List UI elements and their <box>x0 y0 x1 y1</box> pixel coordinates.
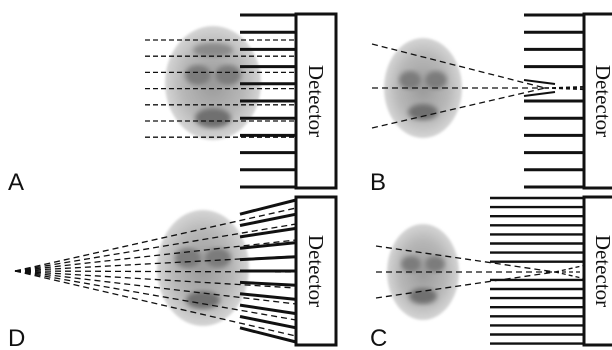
ray-line <box>14 270 297 305</box>
septum <box>523 91 556 97</box>
ray-lines-a <box>145 39 296 138</box>
ray-line <box>544 87 585 91</box>
ray-line <box>554 271 585 280</box>
ray-lines-b <box>371 43 585 129</box>
ray-line <box>544 85 585 89</box>
ray-line <box>14 270 297 273</box>
panel-d: Detector D <box>8 195 338 350</box>
septum <box>239 241 297 250</box>
detector-label-c: Detector <box>591 235 612 307</box>
collimator-septa-d <box>239 198 297 344</box>
septum <box>523 79 556 85</box>
septum <box>239 292 297 301</box>
panel-c: Detector C <box>370 195 612 350</box>
detector-c <box>582 195 612 347</box>
septum <box>239 198 297 216</box>
detector-d <box>294 195 338 347</box>
septum <box>239 212 297 227</box>
ray-line <box>14 270 297 289</box>
ray-lines-c <box>375 245 585 299</box>
septum <box>239 255 297 262</box>
collimator-septa-a <box>240 13 296 189</box>
panel-label-c: C <box>370 325 387 350</box>
detector-b <box>582 12 612 190</box>
ray-line <box>375 245 556 273</box>
ray-line <box>14 270 297 337</box>
ray-line <box>14 270 297 321</box>
detector-label-d: Detector <box>304 235 328 307</box>
ray-line <box>14 255 297 272</box>
collimator-septa-b <box>523 13 584 189</box>
septum <box>239 280 297 287</box>
detector-label-a: Detector <box>304 65 328 137</box>
ray-line <box>14 239 297 272</box>
panel-label-b: B <box>370 169 386 196</box>
detector-label-b: Detector <box>591 65 612 137</box>
septum <box>239 226 297 239</box>
ray-line <box>14 207 297 272</box>
brain-image-d <box>157 210 249 326</box>
ray-line <box>554 264 585 273</box>
brain-image-c <box>387 224 459 320</box>
ray-lines-d <box>14 207 297 337</box>
ray-line <box>375 271 556 299</box>
panel-label-d: D <box>8 325 25 350</box>
panel-a: Detector A <box>8 12 338 196</box>
ray-line <box>14 223 297 272</box>
panel-b: Detector B <box>370 12 612 196</box>
brain-image-a <box>165 26 261 140</box>
septum <box>239 326 297 344</box>
detector-a <box>294 12 338 190</box>
septum <box>239 315 297 330</box>
collimator-septa-c <box>490 196 584 345</box>
panel-label-a: A <box>8 169 24 196</box>
septum <box>239 303 297 316</box>
